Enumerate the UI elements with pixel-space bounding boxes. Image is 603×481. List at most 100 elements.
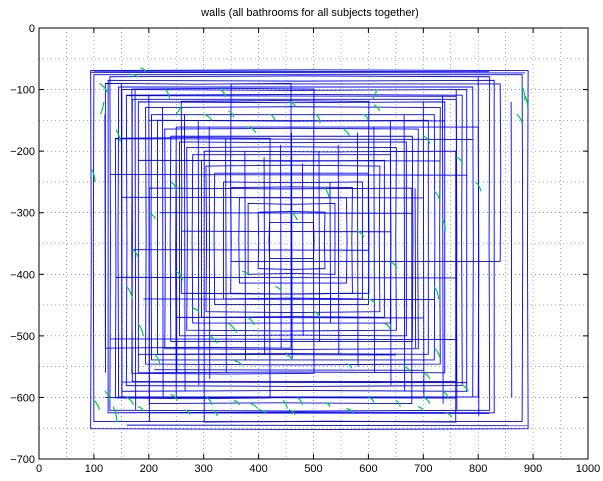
x-tick-label: 800 (469, 463, 487, 475)
wall-trace (109, 75, 491, 412)
y-tick-label: −100 (10, 85, 35, 97)
wall-segment-vertical (184, 114, 186, 392)
wall-segment-vertical (162, 108, 164, 398)
accent-traces (91, 67, 529, 423)
x-tick-label: 0 (36, 463, 42, 475)
accent-trace (296, 396, 304, 405)
y-tick-label: 0 (29, 23, 35, 35)
wall-segment-vertical (263, 157, 266, 355)
accent-trace (403, 366, 411, 372)
x-tick-label: 100 (85, 463, 103, 475)
wall-segment-horizontal (121, 381, 468, 384)
wall-segment-vertical (134, 89, 137, 410)
wall-segment-vertical (442, 95, 444, 404)
accent-trace (203, 113, 213, 121)
wall-segment-vertical (389, 120, 392, 386)
wall-segment-horizontal (104, 396, 457, 399)
accent-trace (445, 412, 453, 418)
accent-trace (250, 403, 259, 409)
accent-trace (206, 396, 213, 405)
wall-trace (107, 79, 495, 414)
accent-trace (433, 190, 441, 201)
accent-trace (433, 286, 440, 299)
wall-segment-horizontal (121, 196, 424, 199)
accent-trace (112, 406, 118, 423)
accent-trace (384, 322, 391, 330)
accent-trace (346, 362, 353, 369)
wall-segment-horizontal (176, 316, 424, 319)
wall-segment-vertical (291, 132, 293, 361)
wall-trace (222, 181, 363, 300)
wall-trace (247, 203, 336, 275)
wall-segment-vertical (208, 126, 211, 379)
y-tick-label: −200 (10, 146, 35, 158)
accent-trace (247, 316, 255, 325)
accent-trace (104, 390, 111, 401)
y-tick-label: −700 (10, 454, 35, 466)
wall-segment-vertical (244, 151, 246, 361)
accent-trace (247, 125, 257, 133)
accent-trace (233, 359, 243, 366)
x-tick-label: 400 (249, 463, 267, 475)
accent-trace (137, 323, 144, 336)
accent-trace (441, 218, 446, 232)
accent-trace (170, 393, 178, 401)
wall-segment-horizontal (154, 369, 424, 371)
accent-trace (211, 409, 219, 417)
accent-trace (390, 261, 398, 269)
accent-trace (368, 396, 375, 403)
accent-trace (423, 372, 431, 380)
wall-traces (90, 69, 529, 430)
wall-trace (230, 83, 502, 262)
accent-trace (241, 270, 250, 276)
wall-segment-horizontal (148, 412, 490, 414)
wall-trace (92, 74, 524, 423)
accent-trace (373, 104, 380, 112)
wall-segment-vertical (329, 181, 332, 324)
wall-trace (180, 100, 370, 295)
accent-trace (346, 407, 354, 414)
accent-trace (233, 399, 240, 406)
accent-trace (175, 104, 183, 115)
accent-trace (153, 353, 161, 364)
accent-trace (140, 67, 147, 73)
wall-segment-horizontal (110, 174, 468, 176)
accent-trace (91, 169, 96, 182)
accent-trace (288, 409, 296, 415)
wall-trace (145, 106, 441, 366)
accent-trace (129, 73, 139, 78)
wall-segment-horizontal (137, 353, 396, 356)
wall-trace (191, 154, 392, 324)
accent-trace (423, 396, 431, 404)
accent-trace (285, 353, 294, 361)
accent-trace (291, 212, 298, 221)
wall-segment-vertical (104, 114, 106, 373)
wall-segment-vertical (373, 126, 375, 373)
accent-trace (258, 409, 266, 414)
y-tick-label: −600 (10, 392, 35, 404)
wall-segment-horizontal (115, 276, 457, 279)
accent-trace (175, 270, 184, 281)
wall-segment-horizontal (132, 249, 369, 251)
accent-trace (99, 82, 109, 93)
wall-segment-horizontal (181, 230, 391, 233)
wall-segment-horizontal (148, 119, 446, 122)
accent-trace (313, 310, 321, 318)
accent-trace (148, 212, 156, 220)
x-tick-label: 1000 (576, 463, 600, 475)
accent-trace (357, 230, 365, 238)
wall-segment-horizontal (110, 338, 457, 340)
accent-trace (132, 249, 139, 258)
accent-trace (417, 406, 424, 412)
accent-trace (282, 400, 288, 409)
accent-trace (461, 384, 469, 392)
accent-trace (99, 101, 105, 115)
wall-segment-vertical (280, 144, 282, 349)
x-tick-label: 600 (359, 463, 377, 475)
wall-trace (205, 164, 381, 313)
wall-trace (150, 114, 436, 361)
wall-segment-vertical (422, 101, 425, 398)
wall-segment-vertical (197, 120, 200, 386)
accent-trace (324, 401, 331, 407)
